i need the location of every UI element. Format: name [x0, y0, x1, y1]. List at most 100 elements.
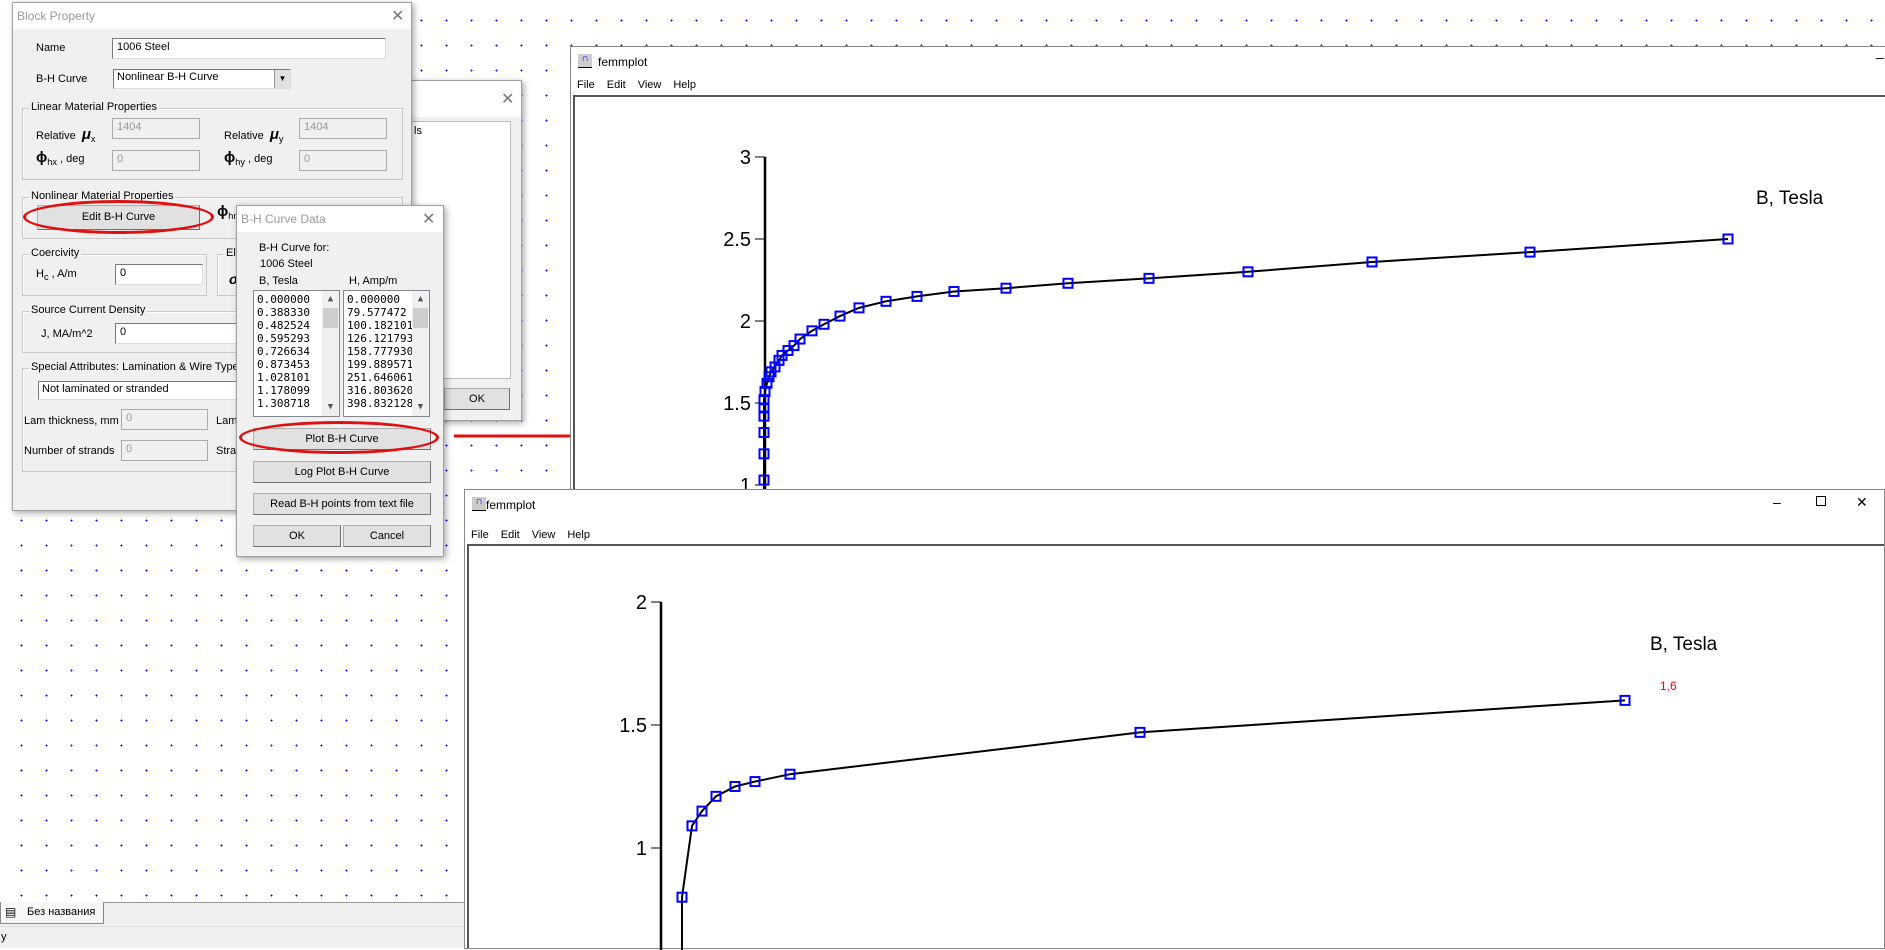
list-item[interactable]: 0.873453: [257, 358, 310, 371]
y-tick-label: 1.5: [619, 715, 647, 737]
close-icon[interactable]: ✕: [501, 91, 515, 108]
data-point-marker: [794, 333, 806, 345]
close-button[interactable]: ✕: [1856, 494, 1868, 510]
menu-file[interactable]: File: [471, 529, 489, 541]
femmplot-window-top: ∩ femmplot – File Edit View Help 1 1.5 2 2.5 3 B…: [570, 46, 1885, 494]
y-tick-label: 1: [636, 838, 647, 860]
list-item[interactable]: 316.803620: [347, 384, 414, 397]
read-bh-points-button[interactable]: Read B-H points from text file: [253, 493, 431, 515]
menu-help[interactable]: Help: [567, 529, 590, 541]
list-item[interactable]: 0.595293: [257, 332, 310, 345]
y-tick-label: 1.5: [723, 393, 751, 415]
chevron-down-icon[interactable]: ▼: [274, 70, 290, 88]
menu-edit[interactable]: Edit: [500, 529, 520, 541]
minimize-button[interactable]: –: [1773, 494, 1781, 510]
scrollbar[interactable]: ▲ ▼: [322, 291, 339, 416]
mu-x-input: 1404: [112, 118, 200, 139]
phi-hy-input: 0: [299, 150, 387, 171]
ok-button[interactable]: OK: [253, 525, 341, 547]
data-point-marker: [1143, 272, 1155, 284]
window-title: femmplot: [486, 498, 536, 512]
minimize-button[interactable]: –: [1876, 49, 1884, 65]
list-item[interactable]: 100.182101: [347, 319, 414, 332]
list-item[interactable]: 126.121793: [347, 332, 414, 345]
menu-view[interactable]: View: [531, 529, 556, 541]
chevron-down-icon[interactable]: ▼: [327, 402, 334, 412]
data-point-marker: [729, 781, 741, 792]
source-current-group: Source Current Density: [22, 304, 403, 353]
plot-area[interactable]: [573, 95, 1885, 492]
femmplot-app-icon: ∩: [578, 54, 592, 68]
highlight-ellipse: [239, 421, 439, 454]
femmplot-window-bottom: ∩ femmplot – ✕ File Edit View Help 1 1.5 2 B, …: [464, 489, 1885, 950]
h-values-list[interactable]: 0.000000 79.577472 100.182101 126.121793 158…: [343, 290, 430, 417]
chevron-down-icon[interactable]: ▼: [417, 402, 424, 412]
plot-area[interactable]: [467, 544, 1884, 948]
bh-chart-bottom: 1 1.5 2 B, Tesla 1,6: [619, 592, 1718, 950]
close-icon[interactable]: ✕: [422, 211, 436, 228]
menu-edit[interactable]: Edit: [606, 79, 626, 91]
linear-properties-group: Linear Material Properties: [22, 101, 403, 180]
maximize-button[interactable]: [1816, 496, 1826, 506]
window-title: femmplot: [598, 55, 648, 69]
nonlinear-properties-group: Nonlinear Material Properties: [22, 190, 403, 239]
document-tab[interactable]: ▤ Без названия: [0, 902, 104, 924]
lamination-type-select[interactable]: Not laminated or stranded: [38, 381, 238, 400]
b-values-list[interactable]: 0.000000 0.388330 0.482524 0.595293 0.726634…: [253, 290, 340, 417]
data-point-marker: [806, 325, 818, 337]
data-point-marker: [1619, 694, 1631, 706]
list-item[interactable]: 0.726634: [257, 345, 310, 358]
bh-curve-line: [763, 238, 1729, 494]
y-tick-label: 2: [740, 311, 751, 333]
list-item[interactable]: 79.577472: [347, 306, 407, 319]
y-tick-label: 2: [636, 592, 647, 614]
list-item[interactable]: 251.646061: [347, 371, 414, 384]
name-input[interactable]: 1006 Steel: [112, 38, 386, 59]
highlight-ellipse: [23, 200, 214, 234]
list-item[interactable]: 0.388330: [257, 306, 310, 319]
coercivity-group: Coercivity: [22, 247, 207, 296]
scrollbar[interactable]: ▲ ▼: [412, 291, 429, 416]
bh-chart-top: 1 1.5 2 2.5 3 B, Tesla: [723, 147, 1824, 494]
list-item[interactable]: 0.000000: [347, 293, 400, 306]
dialog-title: Block Property: [17, 9, 96, 23]
data-point-marker: [880, 295, 892, 307]
data-point-marker: [1366, 256, 1378, 268]
list-item[interactable]: 1.178099: [257, 384, 310, 397]
lam-thickness-input: 0: [121, 409, 208, 430]
y-axis-label: B, Tesla: [1650, 634, 1718, 655]
list-item[interactable]: 158.777930: [347, 345, 414, 358]
chevron-up-icon[interactable]: ▲: [327, 294, 334, 304]
close-icon[interactable]: ✕: [391, 8, 405, 25]
list-item[interactable]: 0.000000: [257, 293, 310, 306]
list-item[interactable]: 1.028101: [257, 371, 310, 384]
data-point-marker: [1242, 266, 1254, 278]
cancel-button[interactable]: Cancel: [343, 525, 431, 547]
list-item[interactable]: 398.832128: [347, 397, 414, 410]
menu-help[interactable]: Help: [673, 79, 696, 91]
data-point-marker: [784, 768, 796, 780]
data-point-marker: [749, 776, 761, 788]
menu-view[interactable]: View: [637, 79, 662, 91]
menu-bar: File Edit View Help: [471, 529, 602, 541]
data-point-marker: [834, 310, 846, 322]
list-item[interactable]: 0.482524: [257, 319, 310, 332]
coercivity-input[interactable]: 0: [115, 264, 203, 285]
data-point-marker: [758, 474, 770, 486]
list-item[interactable]: 1.308718: [257, 397, 310, 410]
data-point-marker: [1524, 246, 1536, 258]
bh-curve-select[interactable]: Nonlinear B-H Curve ▼: [113, 69, 291, 89]
data-point-marker: [818, 318, 830, 330]
document-icon: ▤: [5, 905, 17, 919]
log-plot-bh-curve-button[interactable]: Log Plot B-H Curve: [253, 461, 431, 483]
menu-file[interactable]: File: [577, 79, 595, 91]
data-point-marker: [758, 427, 770, 439]
chevron-up-icon[interactable]: ▲: [417, 294, 424, 304]
data-point-marker: [758, 410, 770, 422]
y-tick-label: 1: [740, 475, 751, 494]
data-point-marker: [1062, 277, 1074, 289]
ok-button[interactable]: OK: [444, 388, 510, 410]
list-item[interactable]: 199.889571: [347, 358, 414, 371]
mu-y-input: 1404: [299, 118, 387, 139]
point-annotation: 1,6: [1660, 679, 1677, 693]
